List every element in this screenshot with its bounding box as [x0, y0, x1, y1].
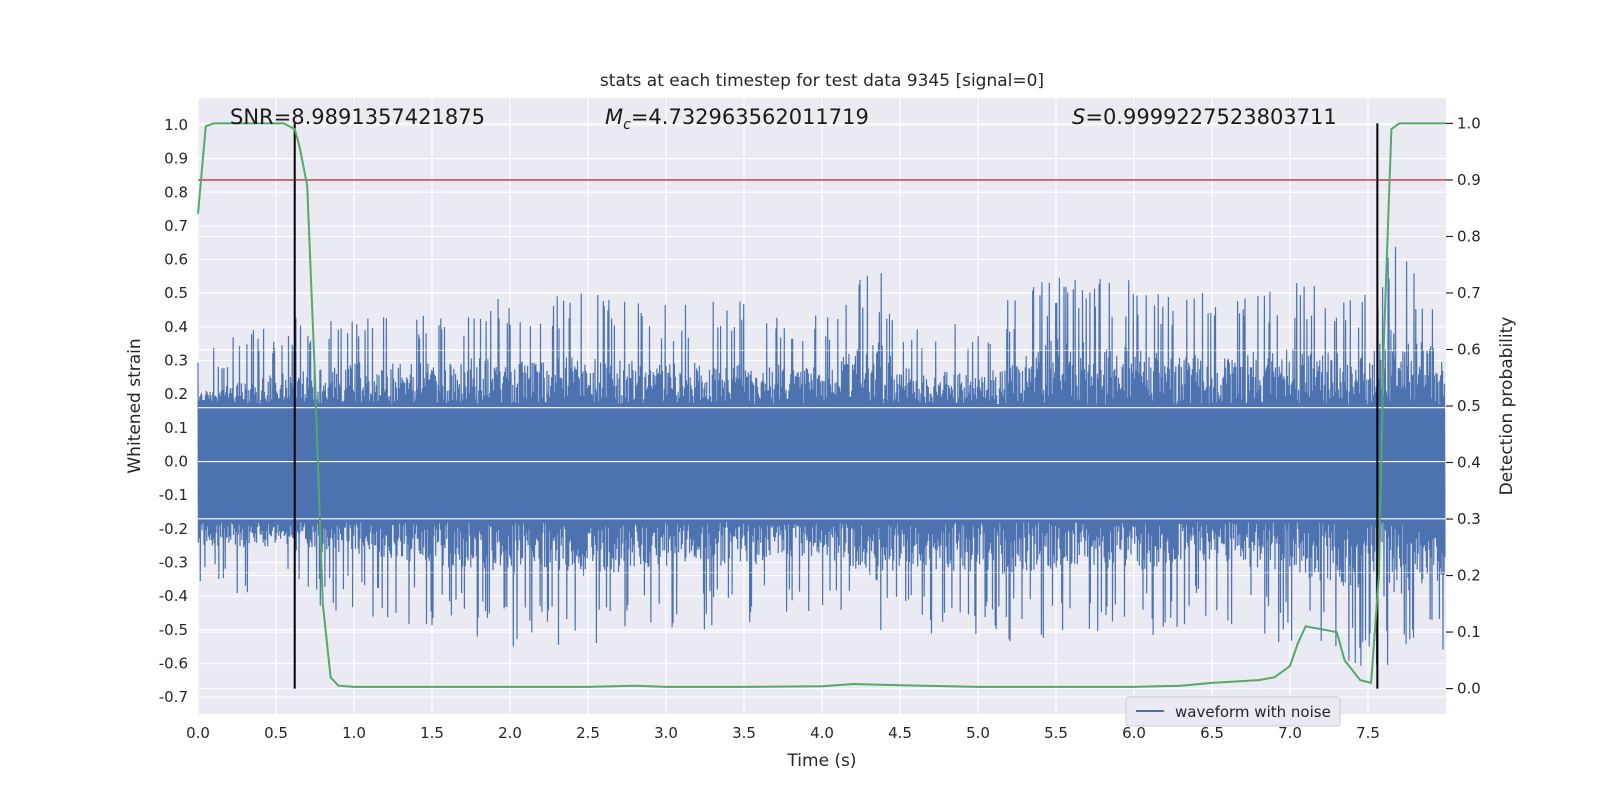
legend-box: [1125, 696, 1341, 727]
x-tick-label: 3.5: [732, 724, 756, 742]
y2-tick-label: 0.2: [1457, 567, 1481, 585]
tick-layer: 0.0 0.5 1.0 1.5 2.0 2.5 3.0 3.5 4.0 4.5 5.0 5.5 6.0 6…: [159, 114, 1481, 742]
y-tick-label: 0.1: [164, 419, 188, 437]
x-tick-label: 4.0: [810, 724, 834, 742]
chirp-mass-annotation: Mc=4.732963562011719: [605, 105, 869, 133]
y-tick-label: 0.2: [164, 385, 188, 403]
x-tick-label: 1.5: [420, 724, 444, 742]
y-tick-label: -0.3: [159, 554, 188, 572]
y2-tick-label: 0.3: [1457, 510, 1481, 528]
y-axis-label: Whitened strain: [125, 338, 145, 473]
x-tick-label: 3.0: [654, 724, 678, 742]
x-tick-label: 7.0: [1278, 724, 1302, 742]
y-tick-label: 0.8: [164, 183, 188, 201]
y2-tick-label: 0.9: [1457, 171, 1481, 189]
y-tick-label: -0.5: [159, 621, 188, 639]
y-tick-label: 0.5: [164, 284, 188, 302]
y-tick-label: 0.6: [164, 251, 188, 269]
x-tick-label: 0.5: [264, 724, 288, 742]
y-tick-label: 0.3: [164, 352, 188, 370]
chart-title: stats at each timestep for test data 934…: [600, 71, 1044, 91]
waveform-layer: [197, 246, 1446, 666]
y-tick-label: 0.4: [164, 318, 188, 336]
y2-axis-label: Detection probability: [1497, 317, 1517, 496]
y2-tick-label: 0.4: [1457, 454, 1481, 472]
y-tick-label: -0.7: [159, 688, 188, 706]
s-symbol: S: [1072, 105, 1085, 129]
y-tick-label: 1.0: [164, 116, 188, 134]
y-tick-label: 0.9: [164, 150, 188, 168]
y-tick-label: -0.4: [159, 587, 188, 605]
x-tick-label: 4.5: [888, 724, 912, 742]
mc-value: =4.732963562011719: [631, 105, 869, 129]
x-axis-label: Time (s): [786, 751, 856, 771]
s-annotation: S=0.9999227523803711: [1072, 105, 1337, 129]
y2-tick-label: 0.1: [1457, 623, 1481, 641]
legend: waveform with noise: [1125, 696, 1341, 727]
y2-tick-label: 0.7: [1457, 284, 1481, 302]
y-tick-label: 0.7: [164, 217, 188, 235]
y-tick-label: -0.2: [159, 520, 188, 538]
y2-tick-label: 0.6: [1457, 340, 1481, 358]
mc-symbol: M: [605, 105, 623, 129]
mc-subscript: c: [623, 117, 631, 133]
y2-tick-label: 0.0: [1457, 680, 1481, 698]
s-value: =0.9999227523803711: [1085, 105, 1336, 129]
legend-entry-waveform: waveform with noise: [1175, 703, 1331, 721]
x-tick-label: 7.5: [1356, 724, 1380, 742]
x-tick-label: 2.5: [576, 724, 600, 742]
y2-tick-label: 0.8: [1457, 227, 1481, 245]
x-tick-label: 6.0: [1122, 724, 1146, 742]
snr-annotation: SNR=8.9891357421875: [230, 105, 485, 129]
x-tick-label: 1.0: [342, 724, 366, 742]
x-tick-label: 5.0: [966, 724, 990, 742]
x-tick-label: 6.5: [1200, 724, 1224, 742]
y-tick-label: -0.1: [159, 486, 188, 504]
y2-tick-label: 1.0: [1457, 114, 1481, 132]
x-tick-label: 5.5: [1044, 724, 1068, 742]
waveform-dense-band: [198, 404, 1445, 523]
y2-tick-label: 0.5: [1457, 397, 1481, 415]
probability-line: [197, 122, 1446, 688]
probability-layer: [197, 122, 1446, 688]
y-tick-label: -0.6: [159, 655, 188, 673]
y-tick-label: 0.0: [164, 453, 188, 471]
x-tick-label: 0.0: [186, 724, 210, 742]
x-tick-label: 2.0: [498, 724, 522, 742]
